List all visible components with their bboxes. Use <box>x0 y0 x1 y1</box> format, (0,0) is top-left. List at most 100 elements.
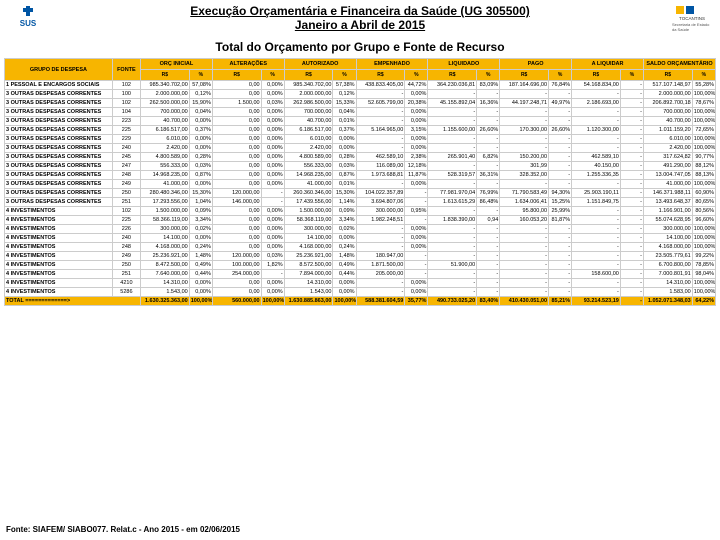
cell-grupo: 4 INVESTIMENTOS <box>5 288 113 297</box>
cell-value: 300.000,00 <box>284 225 333 234</box>
cell-value: 4.800.589,00 <box>141 153 190 162</box>
cell-value: - <box>572 225 621 234</box>
cell-value: - <box>356 288 405 297</box>
cell-value: 72,65% <box>692 126 715 135</box>
cell-value: 0,00 <box>212 243 261 252</box>
cell-value: 317.624,82 <box>643 153 692 162</box>
cell-grupo: 4 INVESTIMENTOS <box>5 261 113 270</box>
table-row: 4 INVESTIMENTOS421014.310,000,00%0,000,0… <box>5 279 716 288</box>
table-row: 3 OUTRAS DESPESAS CORRENTES104700.000,00… <box>5 108 716 117</box>
cell-value: 78,67% <box>692 99 715 108</box>
cell-value: 0,00 <box>212 216 261 225</box>
cell-value: 36,31% <box>477 171 500 180</box>
cell-value: 0,44% <box>189 270 212 279</box>
cell-value: 100,00% <box>692 90 715 99</box>
total-cell: 35,77% <box>405 297 428 306</box>
cell-value: 0,95% <box>405 207 428 216</box>
cell-value: 0,02% <box>189 225 212 234</box>
cell-grupo: 4 INVESTIMENTOS <box>5 225 113 234</box>
cell-fonte: 102 <box>112 207 140 216</box>
table-row: 1 PESSOAL E ENCARGOS SOCIAIS102985.340.7… <box>5 81 716 90</box>
cell-value: 13.004.747,05 <box>643 171 692 180</box>
cell-value: - <box>500 108 549 117</box>
cell-value: - <box>620 162 643 171</box>
cell-value: 0,00 <box>212 234 261 243</box>
cell-value: - <box>500 144 549 153</box>
cell-value: 0,00 <box>212 90 261 99</box>
total-cell: 410.430.051,00 <box>500 297 549 306</box>
cell-value: 7.000.801,91 <box>643 270 692 279</box>
cell-value: 1.613.615,29 <box>428 198 477 207</box>
cell-value: 1.634.006,41 <box>500 198 549 207</box>
cell-value: - <box>428 252 477 261</box>
cell-value: 14.310,00 <box>141 279 190 288</box>
cell-value: - <box>620 279 643 288</box>
cell-fonte: 250 <box>112 261 140 270</box>
cell-value: 0,00% <box>405 180 428 189</box>
cell-value: 116.089,00 <box>356 162 405 171</box>
cell-value: 0,00% <box>261 153 284 162</box>
cell-value: 15,25% <box>549 198 572 207</box>
cell-value: 0,44% <box>333 270 356 279</box>
cell-value: - <box>405 252 428 261</box>
cell-value: 160.053,20 <box>500 216 549 225</box>
cell-value: - <box>261 189 284 198</box>
cell-value: - <box>549 108 572 117</box>
cell-value: 1.155.600,00 <box>428 126 477 135</box>
cell-value: 57,08% <box>189 81 212 90</box>
cell-value: - <box>620 153 643 162</box>
cell-value: - <box>500 90 549 99</box>
sub-rs: R$ <box>356 70 405 81</box>
cell-value: - <box>477 288 500 297</box>
table-row: 3 OUTRAS DESPESAS CORRENTES247556.333,00… <box>5 162 716 171</box>
cell-grupo: 3 OUTRAS DESPESAS CORRENTES <box>5 108 113 117</box>
cell-value: 438.833.405,00 <box>356 81 405 90</box>
cell-value: 7.640.000,00 <box>141 270 190 279</box>
cell-value: - <box>572 90 621 99</box>
cell-grupo: 3 OUTRAS DESPESAS CORRENTES <box>5 198 113 207</box>
cell-value: 49,97% <box>549 99 572 108</box>
cell-value: 6,82% <box>477 153 500 162</box>
cell-value: 3.694.807,06 <box>356 198 405 207</box>
cell-value: 25.903.190,11 <box>572 189 621 198</box>
cell-value: 1.543,00 <box>284 288 333 297</box>
cell-value: - <box>500 225 549 234</box>
cell-value: 45.155.892,04 <box>428 99 477 108</box>
total-cell: - <box>620 297 643 306</box>
cell-value: - <box>549 153 572 162</box>
cell-value: 25,99% <box>549 207 572 216</box>
cell-value: 0,00% <box>261 279 284 288</box>
cell-value: 0,00 <box>212 117 261 126</box>
sub-rs: R$ <box>643 70 692 81</box>
sub-pct: % <box>620 70 643 81</box>
cell-value: 94,30% <box>549 189 572 198</box>
col-group-2: AUTORIZADO <box>284 59 356 70</box>
table-row: 4 INVESTIMENTOS24925.236.921,001,48%120.… <box>5 252 716 261</box>
cell-value: 1.255.336,35 <box>572 171 621 180</box>
cell-value: 0,12% <box>189 90 212 99</box>
cell-value: 100,00% <box>692 279 715 288</box>
cell-grupo: 4 INVESTIMENTOS <box>5 252 113 261</box>
cell-value: - <box>405 270 428 279</box>
cell-value: - <box>620 288 643 297</box>
cell-value: - <box>428 207 477 216</box>
sub-rs: R$ <box>572 70 621 81</box>
table-row: 3 OUTRAS DESPESAS CORRENTES25117.293.556… <box>5 198 716 207</box>
cell-value: 17.439.556,00 <box>284 198 333 207</box>
col-group-7: SALDO ORÇAMENTÁRIO <box>643 59 715 70</box>
cell-value: - <box>356 135 405 144</box>
cell-grupo: 3 OUTRAS DESPESAS CORRENTES <box>5 162 113 171</box>
cell-value: 328.352,00 <box>500 171 549 180</box>
cell-value: 0,00% <box>405 90 428 99</box>
cell-value: 0,00 <box>212 288 261 297</box>
table-row: 3 OUTRAS DESPESAS CORRENTES2256.186.517,… <box>5 126 716 135</box>
cell-grupo: 3 OUTRAS DESPESAS CORRENTES <box>5 126 113 135</box>
cell-value: 1.011.159,20 <box>643 126 692 135</box>
cell-value: 88,13% <box>692 171 715 180</box>
cell-value: 0,00 <box>212 108 261 117</box>
cell-value: - <box>428 108 477 117</box>
cell-value: 11,87% <box>405 171 428 180</box>
total-cell: 560.000,00 <box>212 297 261 306</box>
cell-value: 1.583,00 <box>643 288 692 297</box>
table-row: 4 INVESTIMENTOS2508.472.500,000,49%100.0… <box>5 261 716 270</box>
